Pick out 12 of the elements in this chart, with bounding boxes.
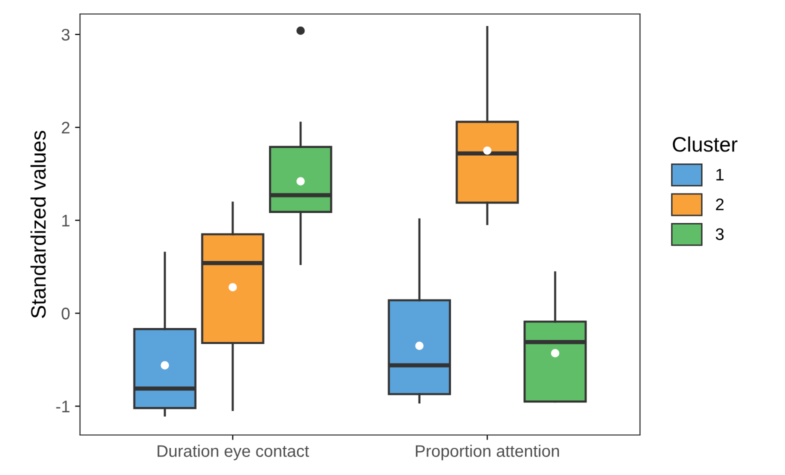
y-tick-label: 0: [62, 308, 70, 320]
y-tick-label: 2: [62, 122, 70, 134]
legend-label: 1: [716, 168, 724, 180]
y-tick-label: -1: [56, 400, 70, 412]
legend-title: Cluster: [672, 136, 738, 152]
y-tick-label: 1: [62, 214, 70, 226]
y-axis-title: Standardized values: [30, 130, 46, 318]
x-tick-label: Duration eye contact: [158, 444, 310, 460]
y-tick-label: 3: [62, 28, 70, 41]
legend-label: 2: [716, 198, 724, 210]
legend-label: 3: [716, 228, 724, 240]
x-tick-label: Proportion attention: [416, 444, 559, 460]
